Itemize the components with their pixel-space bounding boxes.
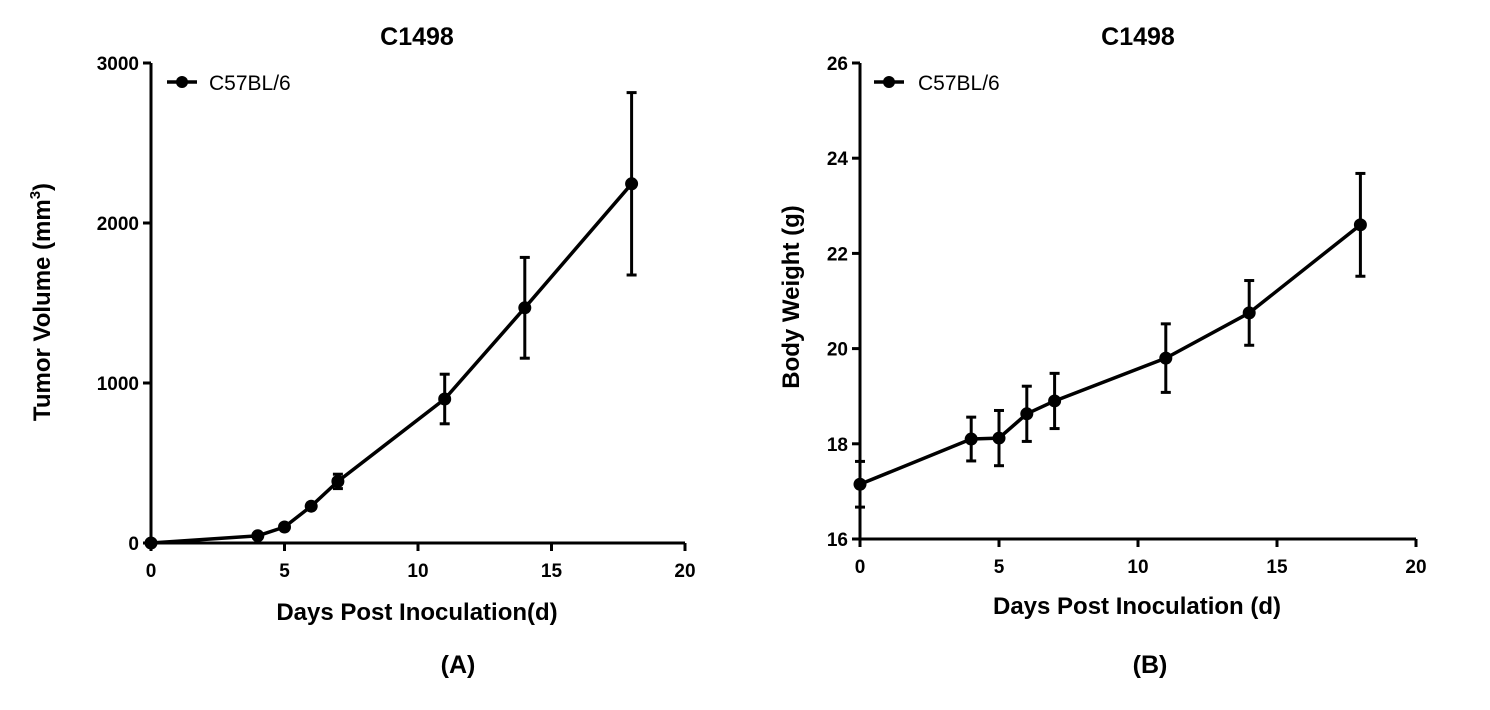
data-point	[1242, 306, 1256, 320]
chart-panel-b: C1498 Days Post Inoculation (d) Body Wei…	[778, 23, 1427, 679]
legend-label: C57BL/6	[918, 72, 1000, 95]
x-tick-label: 5	[994, 557, 1005, 578]
x-tick-label: 20	[674, 561, 695, 582]
x-tick-label: 15	[1266, 557, 1288, 578]
series-line	[859, 223, 1362, 486]
legend-marker-swatch	[176, 76, 188, 88]
data-point	[251, 529, 265, 543]
legend: C57BL/6	[167, 72, 291, 95]
x-tick-label: 0	[146, 561, 157, 582]
y-tick-label: 16	[827, 530, 848, 551]
data-point	[331, 474, 345, 488]
y-tick-label: 2000	[97, 214, 139, 235]
data-point	[964, 432, 978, 446]
data-point	[853, 477, 867, 491]
y-tick-label: 24	[827, 149, 849, 170]
data-point	[278, 520, 291, 534]
series-line	[150, 182, 633, 545]
data-point	[992, 431, 1006, 445]
x-tick-label: 10	[1127, 557, 1148, 578]
data-point	[1048, 394, 1062, 408]
y-axis-label: Body Weight (g)	[778, 205, 805, 389]
data-point	[304, 499, 318, 513]
data-point	[625, 177, 639, 191]
x-tick-label: 10	[407, 561, 428, 582]
chart-title: C1498	[380, 23, 454, 51]
y-tick-label: 20	[827, 340, 848, 361]
legend-marker-swatch	[883, 76, 895, 88]
y-tick-label: 22	[827, 244, 848, 265]
chart-panel-a: C1498 Days Post Inoculation(d) Tumor Vol…	[27, 23, 696, 679]
panel-label: (B)	[1133, 651, 1168, 679]
x-axis-label: Days Post Inoculation (d)	[993, 593, 1281, 620]
x-tick-label: 0	[855, 557, 866, 578]
legend-label: C57BL/6	[209, 72, 291, 95]
x-axis-label: Days Post Inoculation(d)	[276, 599, 557, 626]
data-point	[1020, 407, 1034, 421]
data-point	[1159, 351, 1173, 365]
x-tick-label: 5	[279, 561, 290, 582]
y-axis-label-text: Tumor Volume (mm	[29, 199, 56, 421]
data-point	[144, 536, 158, 550]
y-axis-label: Tumor Volume (mm3)	[27, 183, 56, 421]
y-tick-label: 26	[827, 54, 848, 75]
data-point	[438, 392, 452, 406]
y-tick-label: 0	[128, 534, 139, 555]
y-tick-label: 18	[827, 435, 848, 456]
y-tick-label: 1000	[97, 374, 139, 395]
data-point	[1353, 218, 1367, 232]
legend: C57BL/6	[874, 72, 1000, 95]
x-tick-label: 20	[1405, 557, 1426, 578]
y-axis-label-superscript: 3	[27, 191, 44, 199]
chart-title: C1498	[1101, 23, 1175, 51]
x-tick-label: 15	[541, 561, 563, 582]
y-axis-label-end: )	[29, 183, 56, 191]
y-tick-label: 3000	[97, 54, 139, 75]
data-point	[518, 301, 532, 315]
panel-label: (A)	[441, 651, 476, 679]
